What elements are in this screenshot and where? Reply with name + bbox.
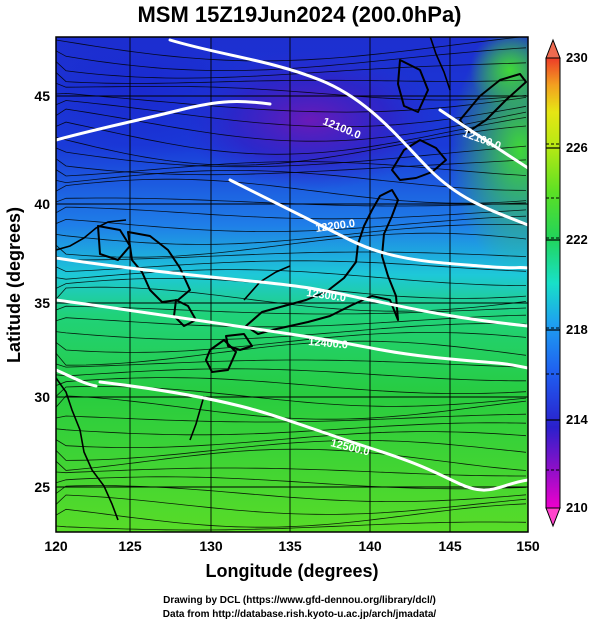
y-tick-label: 25 [34,479,50,495]
contour-label: 12300.0 [306,287,347,304]
contour-label: 12400.0 [308,336,349,351]
streamline [56,37,525,62]
streamline [56,100,527,128]
streamline [56,215,527,232]
y-axis-label: Latitude (degrees) [4,207,24,363]
streamline [56,117,527,155]
colorbar-max-arrow [545,38,561,59]
colorbar-tick-label: 226 [566,140,588,155]
streamline [56,125,527,166]
streamline [56,494,527,515]
streamline [56,440,527,461]
y-tick-label: 45 [34,88,50,104]
streamline [56,206,527,220]
streamline [56,395,527,420]
streamline [56,422,527,436]
streamline [56,178,527,204]
plot-frame [55,36,529,533]
colorbar-scale [545,57,561,509]
coastlines-fine [56,37,451,521]
height-contours [56,38,528,492]
streamline [56,251,527,261]
x-tick-label: 120 [44,538,68,554]
streamline [56,359,527,368]
y-tick-label: 35 [34,295,50,311]
x-tick-label: 130 [199,538,223,554]
wind-field [56,37,528,532]
credit-drawing: Drawing by DCL (https://www.gfd-dennou.o… [163,595,436,606]
streamline [56,377,527,394]
streamline [56,431,527,448]
contour-label-group: 12100.0 12100.0 12200.0 12300.0 12400.0 … [306,116,503,459]
streamline [56,368,526,382]
colorbar-tick-label: 218 [566,322,588,337]
map-title: MSM 15Z19Jun2024 (200.0hPa) [137,2,462,27]
colorbar-tick-label: 214 [566,412,588,427]
streamline [56,521,527,531]
x-tick-label: 125 [118,538,142,554]
streamline [56,82,527,101]
streamline [56,340,527,366]
colorbar-tick-label: 222 [566,232,588,247]
y-tick-label: 40 [34,196,50,212]
x-tick-label: 140 [358,538,382,554]
x-tick-label: 135 [278,538,302,554]
streamline [56,323,527,340]
x-axis-label: Longitude (degrees) [205,561,378,581]
streamline [56,269,527,286]
contour-label: 12200.0 [315,218,356,235]
streamline [56,305,527,315]
streamline [56,332,527,353]
x-tick-label: 150 [516,538,540,554]
streamline [56,448,527,471]
colorbar-tick-label: 210 [566,500,588,515]
y-tick-label: 30 [34,389,50,405]
streamline [56,503,527,528]
streamline [56,92,527,113]
colorbar-tick-label: 230 [566,50,588,65]
colorbar-min-arrow [545,507,561,528]
streamline [56,476,527,490]
streamline [56,145,527,168]
colorbar: 230 226 222 218 214 210 [545,38,588,528]
streamline [56,224,527,245]
streamline [56,61,527,79]
x-tick-label: 145 [438,538,462,554]
credit-data: Data from http://database.rish.kyoto-u.a… [162,609,437,620]
streamline [56,485,527,502]
streamline [56,161,527,177]
streamline [56,467,526,477]
streamline [56,232,527,258]
